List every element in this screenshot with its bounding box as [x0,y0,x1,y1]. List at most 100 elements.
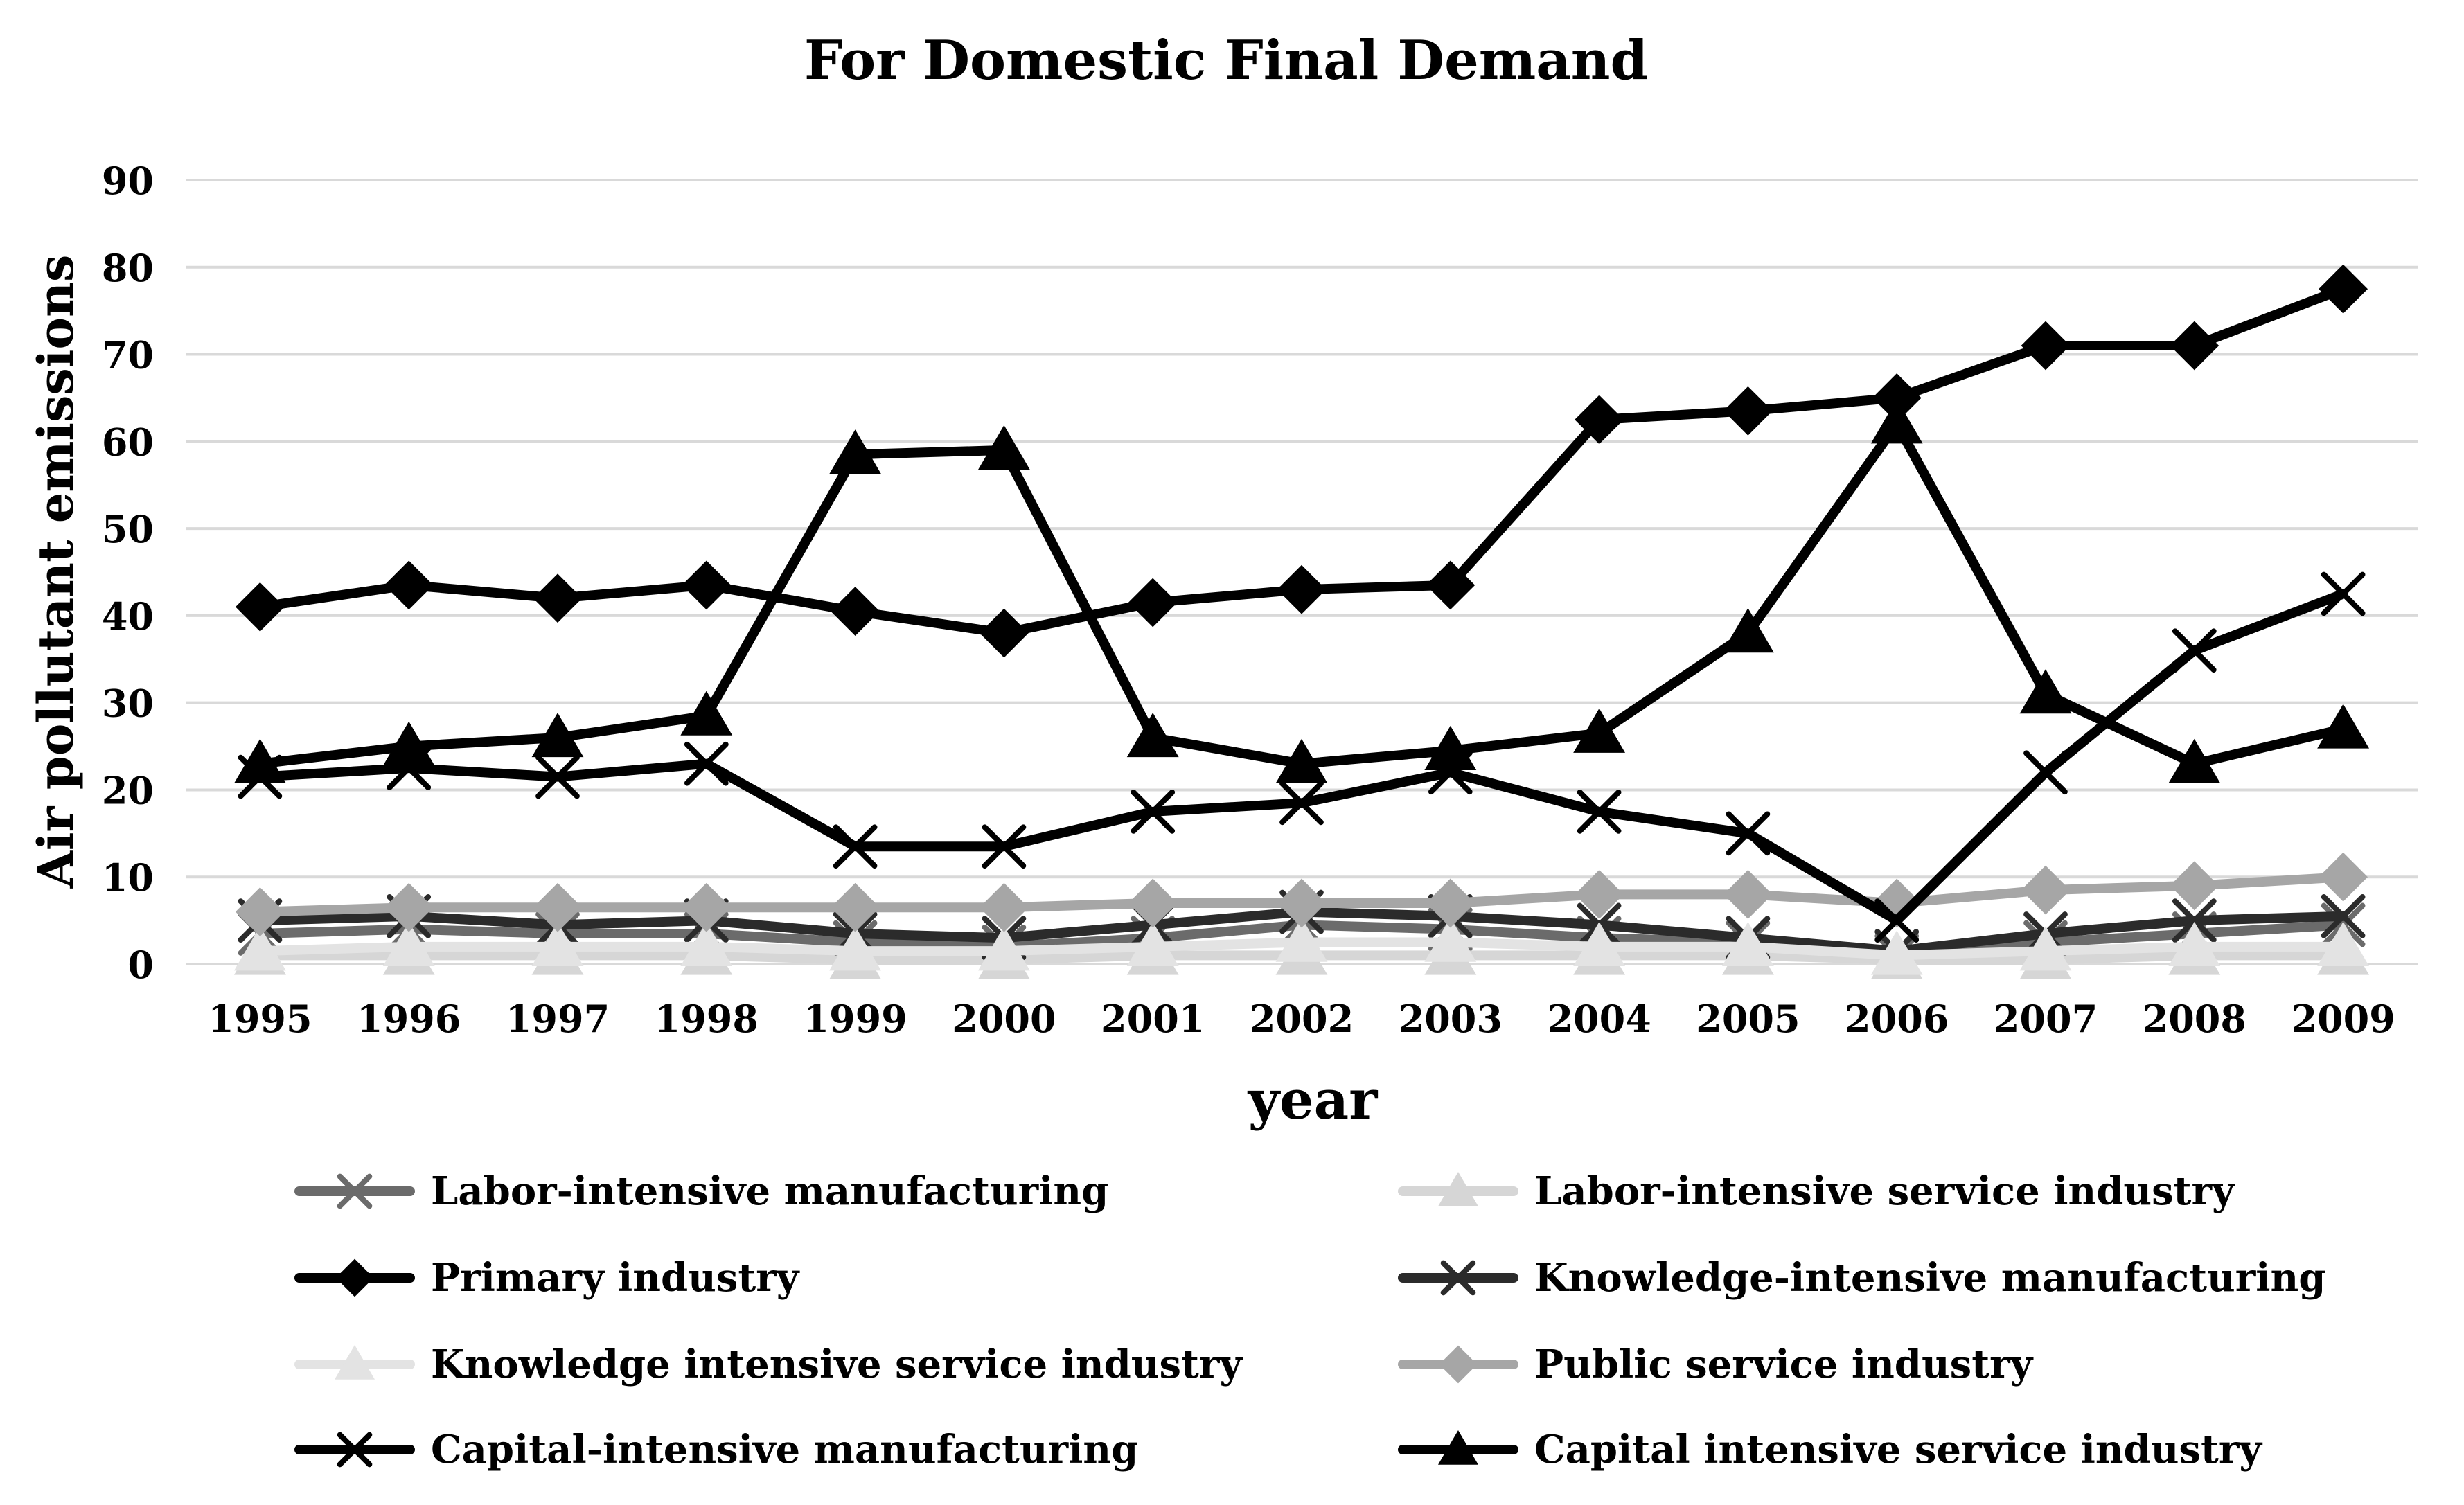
data-point [680,691,733,736]
y-tick-label: 80 [102,246,154,290]
data-point [2023,750,2068,795]
x-tick-label: 2004 [1547,997,1651,1041]
data-point [1721,608,1774,653]
data-point [829,429,882,474]
legend-item-public-service-industry: Public service industry [1398,1342,2034,1387]
series-capital-intensive-service-industry [233,399,2370,783]
data-point [2172,898,2217,943]
data-point [2321,571,2366,616]
data-point [680,921,733,967]
data-point [1126,921,1179,967]
data-point [535,754,580,799]
x-tick-label: 2008 [2143,997,2246,1041]
data-point [1279,781,1324,826]
legend: Labor-intensive manufacturing Labor-inten… [294,1168,2325,1472]
data-point [1575,869,1624,919]
data-point [2321,893,2366,938]
data-point [531,712,584,758]
gridlines [186,179,2418,965]
data-point [233,738,286,783]
data-point [831,882,880,932]
data-point [1128,878,1178,928]
data-point [2319,852,2368,902]
data-point [1426,878,1475,928]
data-point [1577,790,1622,834]
data-point [382,921,435,967]
data-point [1573,921,1626,967]
legend-item-knowledge-intensive-manufacturing: Knowledge-intensive manufacturing [1398,1255,2325,1301]
data-point [979,882,1029,932]
data-point [1874,898,1920,943]
data-point [833,824,878,869]
data-point [1723,869,1773,919]
data-point [1426,560,1475,610]
series-layer [233,264,2370,979]
data-point [829,926,882,971]
data-point [235,582,285,632]
x-tick-label: 1999 [803,997,907,1041]
x-tick-label: 1996 [357,997,461,1041]
data-point [2021,321,2071,371]
legend-label: Knowledge intensive service industry [431,1342,1243,1387]
series-capital-intensive-manufacturing [238,571,2366,943]
x-tick-label: 1995 [208,997,312,1041]
data-point [1575,395,1624,445]
x-tick-label: 1998 [655,997,759,1041]
x-tick-label: 2007 [1994,997,2098,1041]
data-point [982,824,1027,869]
legend-marker [1440,1260,1476,1296]
data-point [1424,917,1477,962]
data-point [1275,738,1328,783]
data-point [831,587,880,636]
data-point [1424,725,1477,771]
legend-item-labor-intensive-manufacturing: Labor-intensive manufacturing [294,1168,1108,1214]
x-axis-label: year [1247,1069,1378,1132]
legend-marker [1437,1430,1479,1465]
data-point [235,887,285,936]
data-point [1726,811,1771,856]
y-tick-label: 70 [102,333,154,377]
legend-label: Knowledge-intensive manufacturing [1534,1255,2325,1301]
y-tick-label: 40 [102,594,154,639]
data-point [1573,708,1626,753]
x-tick-label: 2000 [952,997,1056,1041]
x-tick-label: 2003 [1399,997,1503,1041]
data-point [533,882,583,932]
legend-label: Primary industry [431,1255,800,1301]
chart-title: For Domestic Final Demand [804,29,1648,92]
legend-marker [1439,1345,1478,1384]
legend-item-capital-intensive-manufacturing: Capital-intensive manufacturing [294,1427,1138,1472]
data-point [2317,704,2370,749]
data-point [533,573,583,623]
data-point [2021,865,2071,915]
series-public-service-industry [235,852,2368,936]
y-tick-label: 20 [102,768,154,812]
series-knowledge-intensive-service-industry [233,917,2370,975]
y-tick-label: 0 [127,943,154,987]
legend-marker [1437,1172,1479,1206]
data-point [382,721,435,766]
data-point [2168,921,2221,967]
x-tick-label: 2009 [2291,997,2395,1041]
legend-item-knowledge-intensive-service-industry: Knowledge intensive service industry [294,1342,1243,1387]
x-tick-label: 2002 [1250,997,1354,1041]
data-point [2319,264,2368,314]
x-tick-label: 2006 [1845,997,1949,1041]
x-tick-label: 1997 [506,997,610,1041]
data-point [1870,399,1923,444]
legend-label: Capital intensive service industry [1534,1427,2262,1472]
legend-label: Labor-intensive manufacturing [431,1168,1108,1214]
data-point [979,608,1029,658]
data-point [2168,738,2221,783]
legend-marker [335,1258,374,1297]
legend-marker [334,1345,375,1380]
y-tick-label: 50 [102,507,154,551]
data-point [2019,669,2072,714]
series-primary-industry [235,264,2368,658]
data-point [1275,917,1328,962]
x-tick-label: 2001 [1101,997,1205,1041]
data-point [2317,921,2370,967]
legend-item-labor-intensive-service-industry: Labor-intensive service industry [1398,1168,2235,1214]
data-point [2170,861,2219,911]
